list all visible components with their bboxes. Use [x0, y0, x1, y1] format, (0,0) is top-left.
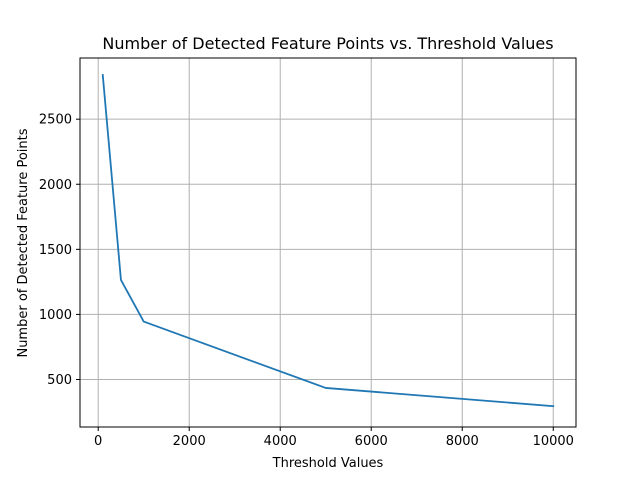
- series-layer: [101, 73, 555, 408]
- x-axis-ticks: 0 2000 4000 6000 8000 10000: [94, 427, 574, 449]
- grid-lines: [80, 58, 576, 427]
- plot-area-frame: [79, 57, 577, 428]
- x-tick-label: 2000: [173, 434, 206, 449]
- y-tick-label: 2500: [39, 113, 72, 128]
- x-axis-label: Threshold Values: [272, 456, 384, 471]
- x-tick-label: 4000: [264, 434, 297, 449]
- x-tick-label: 8000: [446, 434, 479, 449]
- y-tick-label: 500: [47, 373, 72, 388]
- x-tick-label: 10000: [533, 434, 574, 449]
- y-tick-label: 1000: [39, 308, 72, 323]
- series-line: [101, 73, 555, 408]
- x-tick-label: 6000: [355, 434, 388, 449]
- y-axis-ticks: 500 1000 1500 2000 2500: [39, 113, 80, 388]
- y-axis-label: Number of Detected Feature Points: [16, 128, 31, 357]
- x-tick-label: 0: [94, 434, 102, 449]
- y-tick-label: 1500: [39, 243, 72, 258]
- y-tick-label: 2000: [39, 178, 72, 193]
- chart-title: Number of Detected Feature Points vs. Th…: [102, 34, 553, 53]
